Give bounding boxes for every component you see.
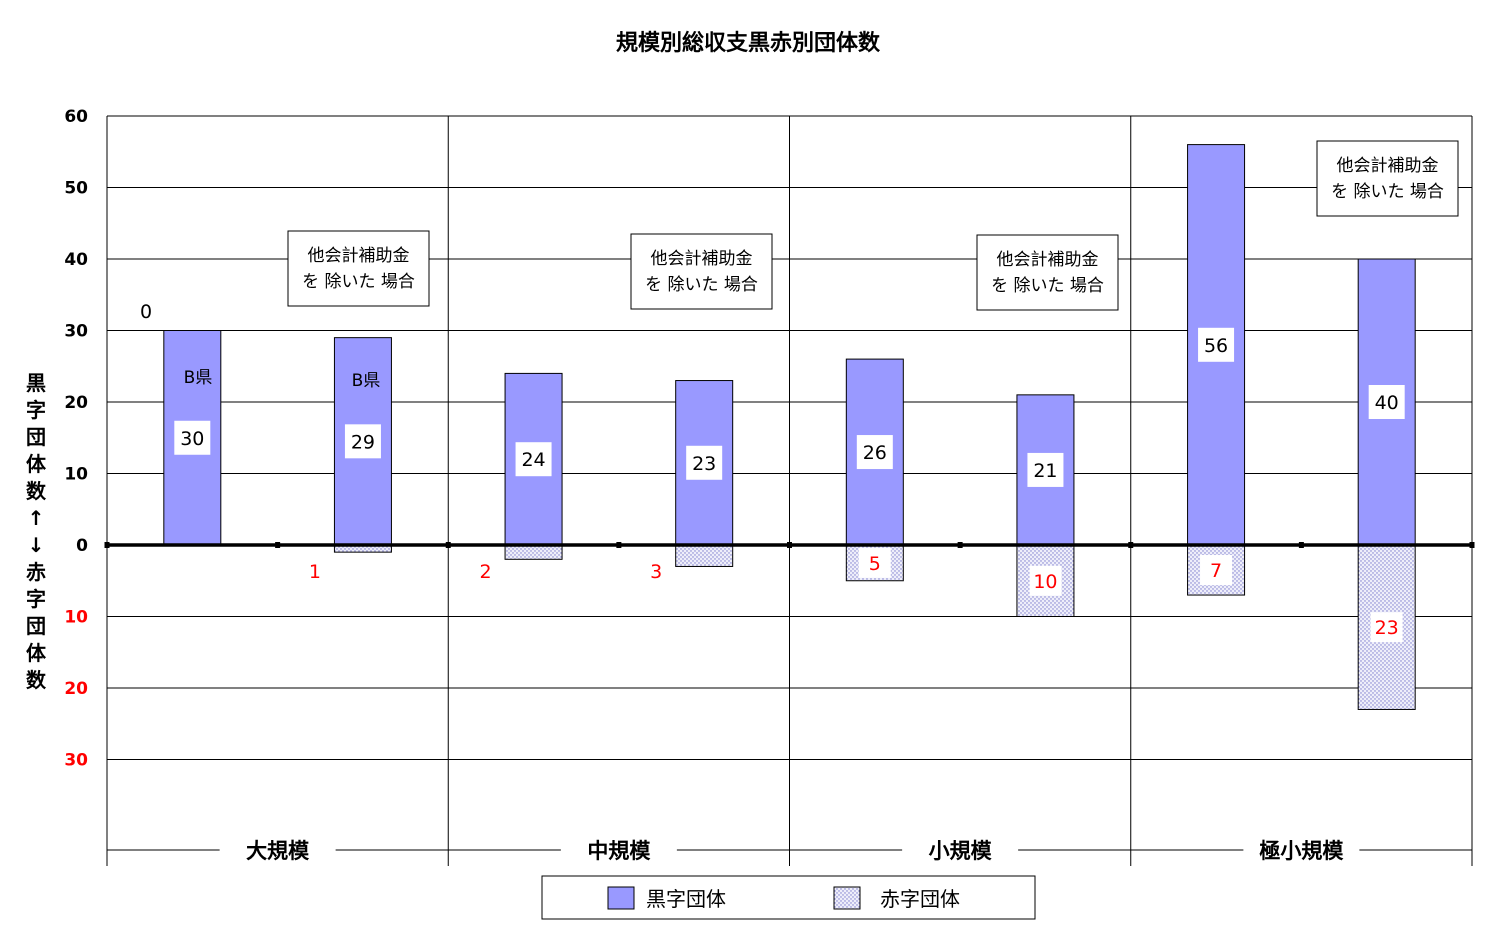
surplus-label-bg bbox=[515, 442, 552, 477]
surplus-label-bg bbox=[856, 435, 893, 470]
surplus-label-bg bbox=[1027, 452, 1064, 487]
deficit-label-bg bbox=[1370, 612, 1403, 643]
deficit-label-bg bbox=[1029, 565, 1062, 596]
y-tick-label: 40 bbox=[64, 250, 88, 270]
note-text: 他会計補助金 bbox=[308, 246, 410, 266]
surplus-label-bg bbox=[174, 420, 211, 455]
deficit-label-bg bbox=[858, 547, 891, 578]
deficit-value-label: 23 bbox=[1375, 617, 1399, 639]
axis-tick bbox=[616, 542, 622, 548]
chart-title: 規模別総収支黒赤別団体数 bbox=[616, 30, 881, 56]
deficit-value-label: 1 bbox=[309, 561, 321, 583]
axis-tick bbox=[445, 542, 451, 548]
legend-swatch-deficit bbox=[833, 886, 861, 910]
surplus-value-label: 40 bbox=[1375, 392, 1399, 414]
axis-tick bbox=[1128, 542, 1134, 548]
deficit-bar bbox=[675, 544, 734, 567]
grid bbox=[106, 115, 1473, 866]
y-label-char: 数 bbox=[26, 668, 47, 692]
y-tick-label: 0 bbox=[76, 536, 88, 556]
group-label: 小規模 bbox=[929, 839, 993, 863]
group-label: 大規模 bbox=[246, 839, 310, 863]
surplus-label-bg bbox=[686, 445, 723, 480]
axis-tick bbox=[1469, 542, 1475, 548]
note-box bbox=[630, 233, 773, 310]
y-label-char: 体 bbox=[26, 641, 47, 665]
deficit-value-label: 3 bbox=[650, 561, 662, 583]
deficit-bar bbox=[504, 544, 563, 560]
y-tick-label: 20 bbox=[64, 393, 88, 413]
legend-swatch-surplus bbox=[607, 886, 635, 910]
y-tick-label: 60 bbox=[64, 107, 88, 127]
b-pref-label: B県 bbox=[184, 368, 213, 388]
y-label-char: 体 bbox=[26, 452, 47, 476]
y-axis: 60 50 40 30 20 10 0 10 20 30 bbox=[64, 107, 88, 771]
axis-tick bbox=[1298, 542, 1304, 548]
y-label-char: 数 bbox=[26, 479, 47, 503]
note-text: を 除いた 場合 bbox=[645, 275, 758, 295]
note-text: 他会計補助金 bbox=[651, 249, 753, 269]
deficit-value-label: 7 bbox=[1210, 560, 1222, 582]
y-label-char: 赤 bbox=[26, 560, 46, 584]
y-label-char: 団 bbox=[26, 425, 46, 449]
surplus-value-label: 29 bbox=[351, 431, 375, 453]
y-tick-label: 30 bbox=[64, 322, 88, 342]
legend: 黒字団体 赤字団体 bbox=[541, 875, 1036, 920]
y-tick-label: 50 bbox=[64, 179, 88, 199]
note-box bbox=[976, 234, 1119, 311]
legend-label-deficit: 赤字団体 bbox=[880, 887, 960, 911]
surplus-value-label: 26 bbox=[863, 442, 887, 464]
deficit-value-label: 5 bbox=[869, 553, 881, 575]
note-box bbox=[287, 230, 430, 307]
surplus-value-label: 30 bbox=[180, 428, 204, 450]
axis-tick bbox=[104, 542, 110, 548]
legend-label-surplus: 黒字団体 bbox=[646, 887, 726, 911]
y-tick-label: 30 bbox=[64, 751, 88, 771]
surplus-label-bg bbox=[1368, 385, 1405, 419]
surplus-value-label: 24 bbox=[521, 449, 545, 471]
y-label-char: 字 bbox=[26, 398, 46, 422]
y-label-char: 字 bbox=[26, 587, 46, 611]
deficit-label-bg bbox=[1200, 555, 1233, 586]
note-box bbox=[1316, 140, 1459, 217]
axis-tick bbox=[275, 542, 281, 548]
surplus-label-bg bbox=[1198, 327, 1235, 362]
surplus-label-bg bbox=[344, 424, 381, 459]
y-label-char: ↑ bbox=[28, 506, 45, 530]
y-tick-label: 10 bbox=[64, 465, 88, 485]
category-axis: 大規模 中規模 小規模 極小規模 bbox=[107, 839, 1472, 863]
data-labels: 30 29 1 24 2 23 3 26 5 21 10 56 7 40 23 bbox=[174, 327, 1405, 643]
axis-tick bbox=[957, 542, 963, 548]
note-text: を 除いた 場合 bbox=[991, 276, 1104, 296]
note-text: を 除いた 場合 bbox=[302, 272, 415, 292]
surplus-value-label: 23 bbox=[692, 453, 716, 475]
axis-tick bbox=[787, 542, 792, 548]
note-text: 他会計補助金 bbox=[997, 250, 1099, 270]
y-label-char: ↓ bbox=[28, 533, 45, 557]
y-label-char: 黒 bbox=[26, 371, 46, 395]
b-pref-label: B県 bbox=[352, 371, 381, 391]
zero-deficit-label: 0 bbox=[140, 301, 152, 323]
y-label-char: 団 bbox=[26, 614, 46, 638]
surplus-value-label: 21 bbox=[1033, 460, 1057, 482]
deficit-value-label: 2 bbox=[480, 561, 492, 583]
y-tick-label: 20 bbox=[64, 679, 88, 699]
group-label: 中規模 bbox=[587, 839, 651, 863]
note-text: を 除いた 場合 bbox=[1331, 182, 1444, 202]
y-tick-label: 10 bbox=[64, 608, 88, 628]
note-text: 他会計補助金 bbox=[1337, 156, 1439, 176]
surplus-value-label: 56 bbox=[1204, 335, 1228, 357]
group-label: 極小規模 bbox=[1259, 839, 1344, 863]
deficit-value-label: 10 bbox=[1033, 571, 1057, 593]
